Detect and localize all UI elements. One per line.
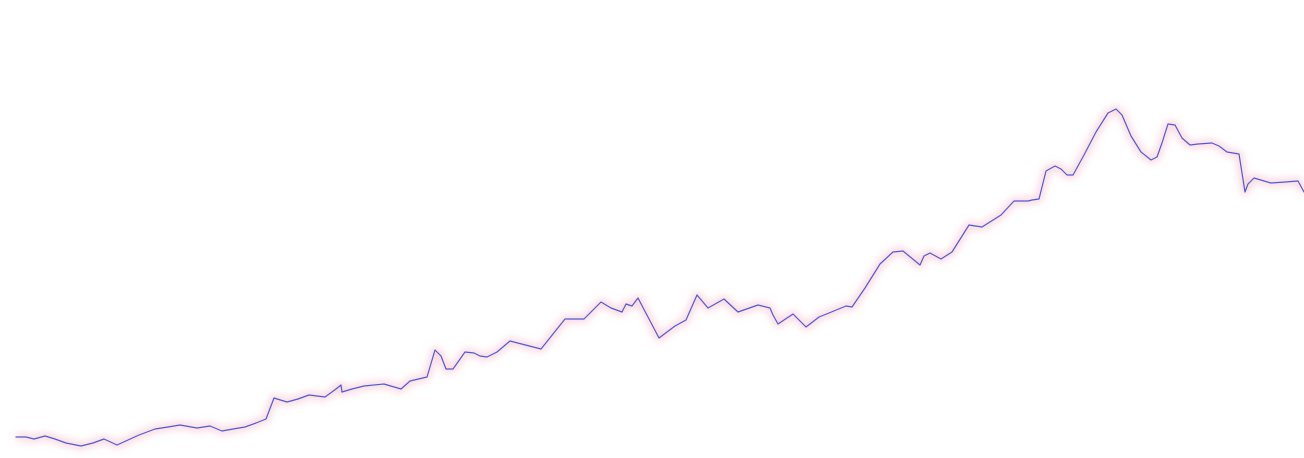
- series-0-line: [15, 108, 1304, 447]
- series-layer: [15, 106, 1304, 449]
- series-0-glow: [16, 106, 1304, 449]
